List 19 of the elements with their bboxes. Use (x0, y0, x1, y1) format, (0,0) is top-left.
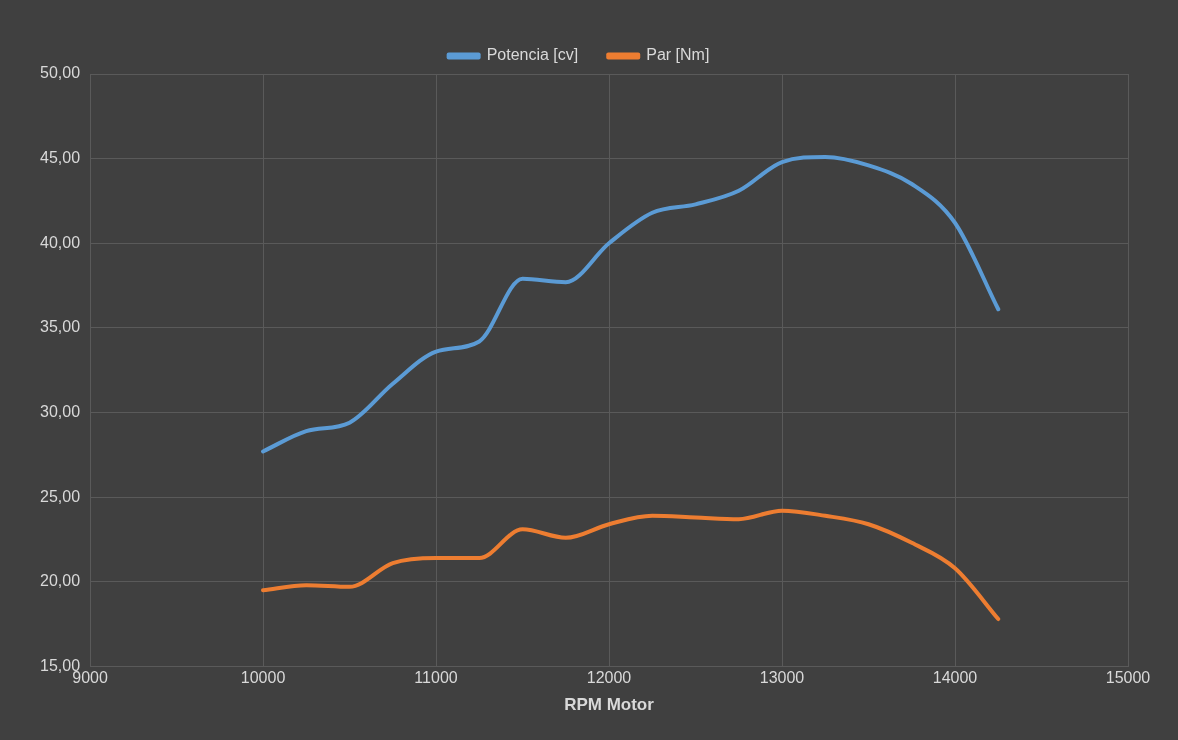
y-tick-label: 15,00 (39, 656, 81, 674)
legend-label: Par [Nm] (646, 46, 710, 64)
x-tick-label: 13000 (759, 669, 805, 687)
y-tick-label: 50,00 (39, 64, 81, 82)
x-tick-label: 10000 (240, 669, 286, 687)
legend-label: Potencia [cv] (486, 46, 579, 64)
y-tick-label: 20,00 (39, 572, 81, 590)
x-tick-label: 14000 (932, 669, 978, 687)
line-series (261, 508, 1001, 622)
y-tick-label: 25,00 (39, 487, 81, 505)
x-tick-label: 11000 (414, 669, 458, 687)
y-tick-label: 45,00 (39, 149, 81, 167)
line-series (261, 154, 1001, 454)
x-axis-title: RPM Motor (564, 695, 655, 715)
y-tick-label: 40,00 (39, 233, 81, 251)
x-tick-label: 12000 (586, 669, 632, 687)
y-tick-label: 35,00 (39, 318, 81, 336)
x-tick-label: 15000 (1105, 669, 1151, 687)
y-tick-label: 30,00 (39, 402, 81, 420)
